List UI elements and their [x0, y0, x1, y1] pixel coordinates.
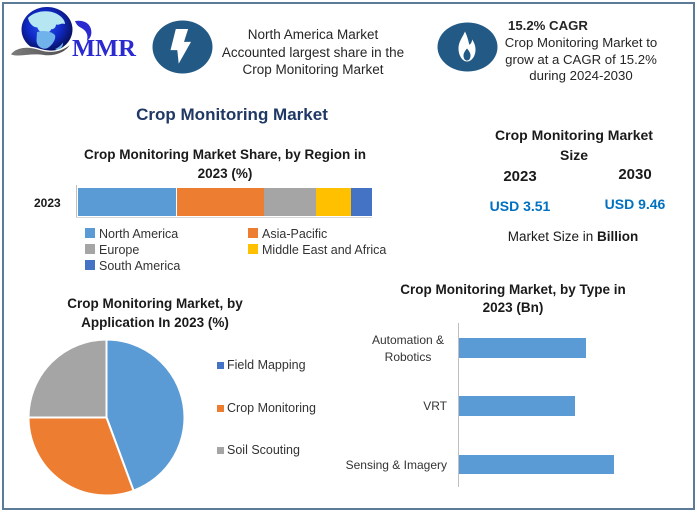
- svg-text:MMR: MMR: [72, 35, 136, 62]
